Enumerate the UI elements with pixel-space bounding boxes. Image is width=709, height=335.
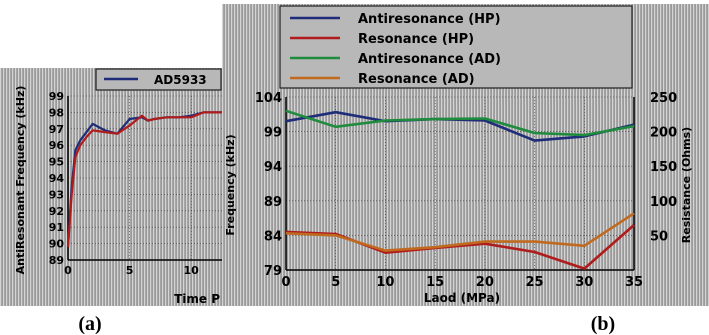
panel-a-y-tick-label: 90 [49,238,65,251]
panel-a-legend-label: AD5933 [154,73,207,87]
panel-a-x-tick-label: 5 [126,264,134,277]
panel-b-y-tick-label: 99 [264,126,282,141]
panel-b-legend-label: Resonance (AD) [358,72,475,87]
panel-a-y-tick-label: 97 [49,123,64,136]
panel-b-legend-label: Antiresonance (AD) [358,52,501,67]
panel-a-x-axis-label: Time P [174,292,220,306]
panel-b-y-axis-label: Frequency (kHz) [224,134,237,235]
panel-b-y2-tick-label: 150 [650,160,677,175]
panel-a-legend-box [95,68,222,91]
panel-b-x-tick-label: 30 [575,275,593,290]
panel-a-y-tick-label: 91 [49,221,64,234]
panel-b-x-tick-label: 0 [281,275,290,290]
panel-b-y2-axis-label: Resistance (Ohms) [680,127,693,243]
panel-b-x-tick-label: 10 [376,275,394,290]
panel-a-y-tick-label: 99 [49,90,64,103]
panel-a-y-tick-label: 89 [49,254,64,267]
panel-a-plot: 89 90 91 92 93 94 95 96 97 98 99 0 5 10 [49,90,222,277]
panel-b-y-tick-label: 104 [255,91,282,106]
caption-b: (b) [591,313,615,335]
panel-a-x-tick-label: 10 [184,264,200,277]
panel-b-y2-tick-label: 100 [650,195,677,210]
panel-b-legend: Antiresonance (HP) Resonance (HP) Antireso… [290,12,501,87]
panel-b-y2-tick-label: 250 [650,91,677,106]
panel-b-y-tick-label: 89 [264,195,282,210]
panel-b-y-tick-label: 94 [264,160,282,175]
panel-b-series-line-3 [285,109,635,137]
panel-b-x-tick-label: 5 [331,275,340,290]
panel-b-legend-label: Antiresonance (HP) [358,12,501,27]
panel-b-y-tick-label: 79 [264,264,282,279]
panel-b-plot: 79 84 89 94 99 104 50 100 150 200 250 0 5 10 15 20 25 30 3… [255,91,677,290]
panel-a-y-tick-label: 96 [49,139,65,152]
panel-a-series-line-2 [66,111,222,247]
panel-b-y2-tick-label: 50 [650,229,668,244]
panel-a-series-line-1 [66,111,222,247]
panel-b-legend-box [279,5,633,89]
panel-a-y-axis-label: AntiResonant Frequency (kHz) [14,86,27,275]
panel-b-x-tick-label: 35 [625,275,643,290]
panel-a-y-tick-label: 95 [49,156,64,169]
panel-b-x-axis-label: Laod (MPa) [424,291,500,305]
panel-a-y-tick-label: 92 [49,205,64,218]
panel-a-background [0,68,222,306]
panel-b-legend-label: Resonance (HP) [358,32,474,47]
panel-b-y-tick-label: 84 [264,229,282,244]
panel-a-y-tick-label: 98 [49,106,64,119]
panel-a-x-tick-label: 0 [64,264,72,277]
panel-b-x-tick-label: 15 [426,275,444,290]
caption-a: (a) [78,313,101,335]
panel-b-y2-tick-label: 200 [650,126,677,141]
panel-a-y-tick-label: 94 [49,172,65,185]
panel-b-series-line-4 [285,212,635,252]
panel-b-x-tick-label: 20 [476,275,494,290]
panel-a-y-tick-label: 93 [49,188,64,201]
panel-b-x-tick-label: 25 [526,275,544,290]
